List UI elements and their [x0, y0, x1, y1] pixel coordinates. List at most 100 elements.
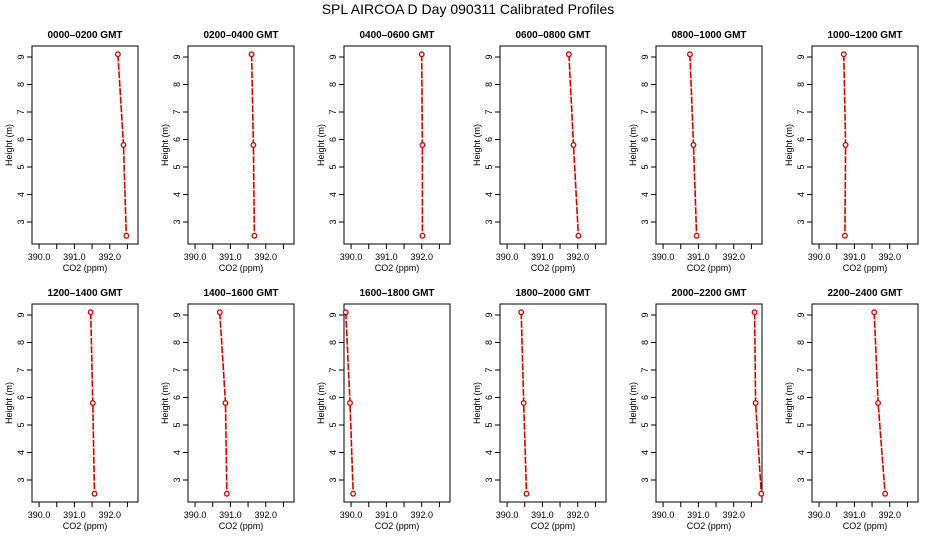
panel-title: 0000–0200 GMT	[47, 30, 122, 41]
y-tick-label: 7	[16, 109, 26, 114]
x-tick-label: 392.0	[566, 252, 589, 262]
y-tick-label: 9	[16, 54, 26, 59]
y-tick-label: 7	[16, 367, 26, 372]
data-point	[690, 142, 697, 148]
y-axis-label: Height (m)	[316, 382, 326, 424]
plot-frame	[499, 45, 607, 245]
x-tick-label: 391.0	[63, 252, 86, 262]
data-point	[89, 400, 96, 406]
x-tick-label: 390.0	[652, 252, 675, 262]
plot-frame	[811, 303, 919, 503]
plot-frame	[31, 45, 139, 245]
y-tick-label: 8	[16, 82, 26, 87]
y-tick-label: 5	[796, 164, 806, 169]
y-tick-label: 4	[796, 192, 806, 197]
plot-frame	[343, 303, 451, 503]
panel-title: 0200–0400 GMT	[203, 30, 278, 41]
x-tick-label: 392.0	[878, 252, 901, 262]
y-tick-label: 5	[172, 164, 182, 169]
data-point	[222, 400, 229, 406]
data-point	[871, 309, 878, 316]
panel-7: 1200–1400 GMT 390.0 391.0 392.0 3 4 5 6 7 8 9 CO2 (…	[4, 288, 139, 531]
x-tick-label: 390.0	[496, 252, 519, 262]
panel-title: 2000–2200 GMT	[671, 288, 746, 299]
x-tick-label: 392.0	[878, 510, 901, 520]
y-axis-label: Height (m)	[4, 124, 14, 166]
y-tick-label: 8	[640, 340, 650, 345]
data-point	[418, 51, 425, 58]
plot-frame	[187, 303, 295, 503]
y-tick-label: 8	[16, 340, 26, 345]
y-tick-label: 3	[172, 477, 182, 482]
panel-title: 1000–1200 GMT	[827, 30, 902, 41]
x-tick-label: 391.0	[531, 510, 554, 520]
x-tick-label: 391.0	[375, 252, 398, 262]
y-tick-label: 5	[796, 422, 806, 427]
data-point	[840, 51, 847, 58]
x-tick-label: 390.0	[28, 510, 51, 520]
data-point	[565, 51, 572, 58]
panel-title: 0400–0600 GMT	[359, 30, 434, 41]
x-axis-label: CO2 (ppm)	[843, 263, 888, 273]
data-point	[419, 232, 426, 239]
y-tick-label: 5	[640, 164, 650, 169]
x-tick-label: 392.0	[254, 510, 277, 520]
plot-frame	[655, 45, 763, 245]
data-point	[523, 490, 530, 497]
y-tick-label: 7	[484, 109, 494, 114]
panel-5: 0800–1000 GMT 390.0 391.0 392.0 3 4 5 6 7 8 9 CO2 (…	[628, 30, 763, 273]
y-tick-label: 7	[640, 367, 650, 372]
y-tick-label: 5	[328, 422, 338, 427]
panel-title: 1600–1800 GMT	[359, 288, 434, 299]
y-tick-label: 6	[172, 137, 182, 142]
plot-frame	[655, 303, 763, 503]
x-axis-label: CO2 (ppm)	[531, 263, 576, 273]
x-tick-label: 390.0	[808, 252, 831, 262]
y-tick-label: 4	[16, 450, 26, 455]
y-tick-label: 3	[16, 219, 26, 224]
y-tick-label: 6	[796, 137, 806, 142]
x-tick-label: 391.0	[219, 510, 242, 520]
y-tick-label: 7	[328, 367, 338, 372]
y-tick-label: 3	[484, 477, 494, 482]
panel-8: 1400–1600 GMT 390.0 391.0 392.0 3 4 5 6 7 8 9 CO2 (…	[160, 288, 295, 531]
y-axis-label: Height (m)	[784, 382, 794, 424]
y-tick-label: 5	[16, 164, 26, 169]
y-tick-label: 9	[172, 54, 182, 59]
panel-11: 2000–2200 GMT 390.0 391.0 392.0 3 4 5 6 7 8 9 CO2 (…	[628, 288, 765, 531]
y-tick-label: 3	[328, 477, 338, 482]
y-tick-label: 3	[796, 219, 806, 224]
plot-frame	[187, 45, 295, 245]
y-tick-label: 9	[484, 54, 494, 59]
panel-10: 1800–2000 GMT 390.0 391.0 392.0 3 4 5 6 7 8 9 CO2 (…	[472, 288, 607, 531]
plot-frame	[343, 45, 451, 245]
data-point	[347, 400, 353, 406]
y-tick-label: 7	[796, 109, 806, 114]
data-point	[841, 232, 848, 239]
y-tick-label: 5	[16, 422, 26, 427]
data-point	[251, 232, 258, 239]
y-tick-label: 6	[16, 137, 26, 142]
panel-9: 1600–1800 GMT 390.0 391.0 392.0 3 4 5 6 7 8 9 CO2 (…	[316, 288, 451, 531]
data-point	[751, 309, 758, 316]
page-title: SPL AIRCOA D Day 090311 Calibrated Profi…	[321, 1, 615, 17]
panel-1: 0000–0200 GMT 390.0 391.0 392.0 3 4 5 6 7 8 9 CO2 (…	[4, 30, 139, 273]
x-tick-label: 392.0	[410, 510, 433, 520]
y-tick-label: 9	[172, 312, 182, 317]
y-tick-label: 9	[640, 54, 650, 59]
y-tick-label: 9	[640, 312, 650, 317]
y-tick-label: 9	[328, 312, 338, 317]
data-point	[350, 490, 357, 497]
y-tick-label: 4	[328, 192, 338, 197]
y-tick-label: 9	[16, 312, 26, 317]
y-tick-label: 4	[328, 450, 338, 455]
data-point	[575, 232, 582, 239]
panel-3: 0400–0600 GMT 390.0 391.0 392.0 3 4 5 6 7 8 9 CO2 (…	[316, 30, 451, 273]
y-tick-label: 4	[16, 192, 26, 197]
panel-title: 1200–1400 GMT	[47, 288, 122, 299]
y-tick-label: 3	[484, 219, 494, 224]
y-tick-label: 8	[484, 340, 494, 345]
y-tick-label: 7	[172, 109, 182, 114]
y-tick-label: 6	[16, 395, 26, 400]
x-axis-label: CO2 (ppm)	[843, 521, 888, 531]
